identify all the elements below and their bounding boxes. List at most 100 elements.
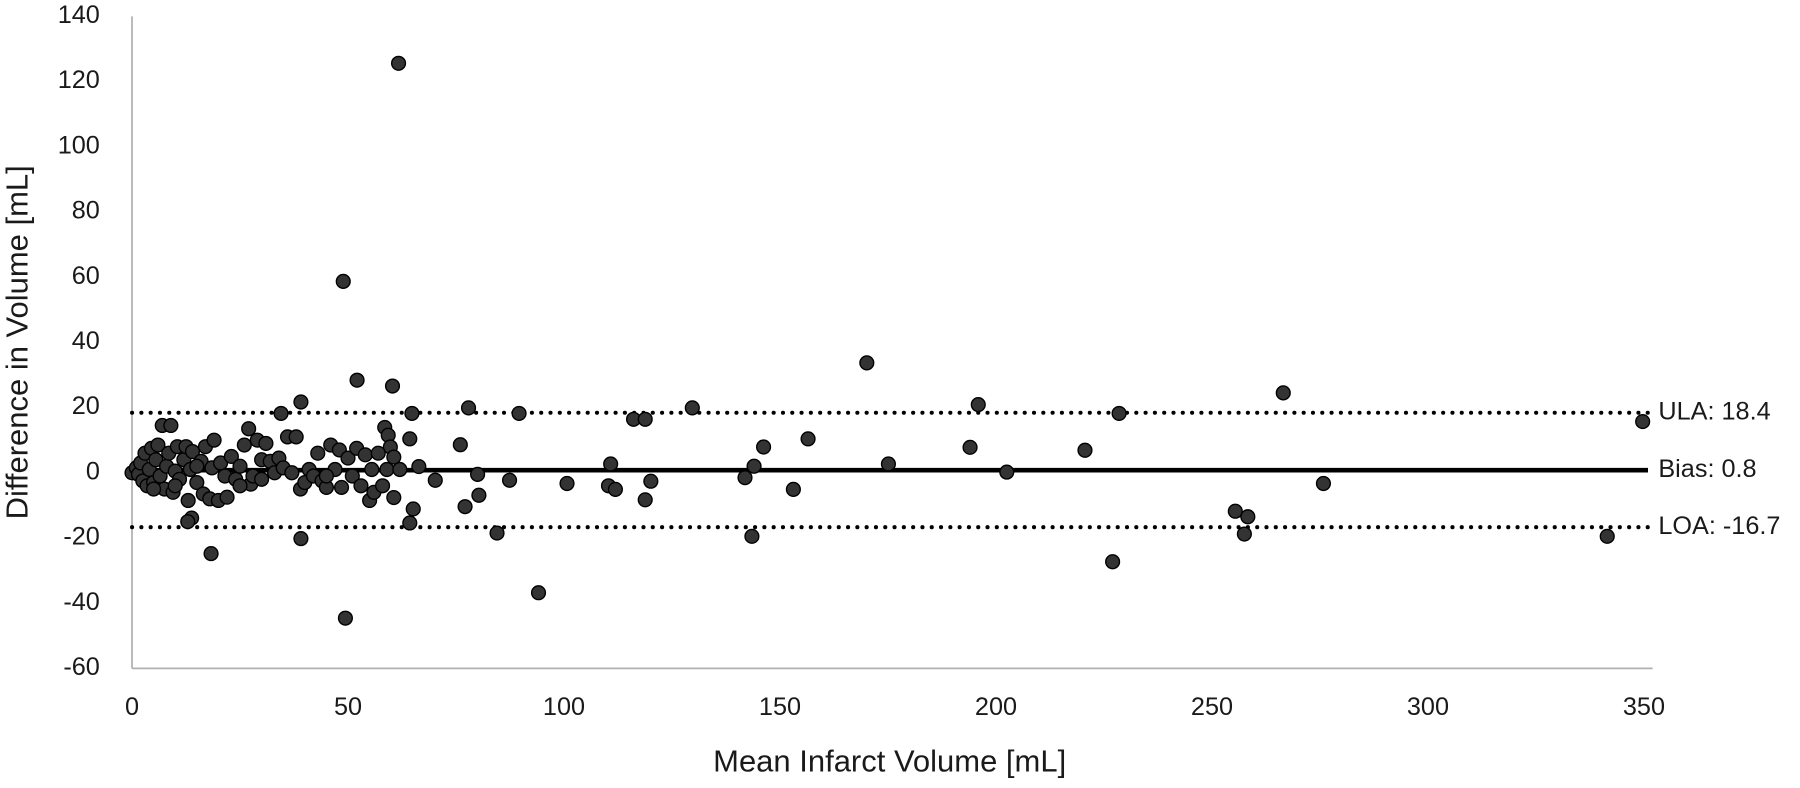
- data-point: [392, 461, 408, 478]
- data-point: [1077, 442, 1093, 458]
- data-point: [744, 528, 760, 544]
- data-point: [189, 458, 205, 474]
- x-tick-label: 350: [1623, 693, 1665, 721]
- data-point: [337, 610, 353, 626]
- data-point: [353, 478, 369, 494]
- data-point: [293, 394, 309, 410]
- data-point: [1111, 405, 1127, 421]
- data-point: [167, 478, 183, 494]
- x-tick-label: 200: [975, 693, 1017, 721]
- x-tick-label: 50: [334, 693, 362, 721]
- data-point: [746, 458, 762, 474]
- data-point: [404, 405, 420, 421]
- data-point: [374, 478, 391, 494]
- data-point: [684, 400, 700, 416]
- data-point: [1227, 503, 1243, 519]
- data-point: [386, 449, 402, 465]
- data-point: [970, 397, 986, 413]
- data-point: [1599, 528, 1615, 544]
- data-point: [232, 458, 248, 474]
- y-tick-label: 60: [72, 262, 100, 290]
- y-tick-label: 100: [58, 131, 100, 159]
- data-point: [1236, 526, 1252, 542]
- data-point: [357, 447, 373, 463]
- data-point: [219, 489, 235, 505]
- data-point: [402, 515, 418, 531]
- data-point: [1635, 413, 1651, 430]
- x-tick-label: 150: [759, 693, 801, 721]
- data-point: [1275, 385, 1291, 401]
- data-point: [232, 478, 248, 494]
- reference-label: ULA: 18.4: [1658, 397, 1770, 425]
- data-point: [457, 499, 473, 515]
- data-point: [203, 546, 219, 562]
- y-tick-label: -20: [63, 523, 100, 551]
- data-point: [335, 273, 351, 289]
- data-point: [1105, 554, 1121, 570]
- data-point: [880, 456, 896, 472]
- data-point: [340, 450, 356, 466]
- data-point: [386, 489, 402, 506]
- data-point: [637, 492, 653, 508]
- reference-label: LOA: -16.7: [1658, 512, 1780, 540]
- data-point: [530, 585, 547, 601]
- data-point: [384, 378, 401, 394]
- data-point: [470, 466, 486, 482]
- data-point: [344, 468, 360, 484]
- data-point: [184, 443, 201, 460]
- y-tick-label: 140: [58, 1, 100, 29]
- data-point: [471, 487, 487, 503]
- data-point: [489, 525, 505, 541]
- data-point: [148, 452, 164, 468]
- data-point: [180, 514, 196, 530]
- data-point: [236, 437, 252, 453]
- data-point: [163, 417, 179, 434]
- data-point: [427, 472, 443, 488]
- data-point: [180, 492, 196, 509]
- data-point: [785, 481, 801, 497]
- y-axis-title: Difference in Volume [mL]: [0, 165, 35, 519]
- data-point: [402, 431, 418, 447]
- data-point: [364, 461, 380, 478]
- data-point: [288, 429, 304, 445]
- data-point: [637, 411, 653, 427]
- data-point: [559, 475, 575, 492]
- data-point: [1240, 509, 1256, 525]
- data-point: [293, 531, 309, 547]
- data-point: [310, 445, 326, 461]
- y-tick-label: 0: [86, 457, 100, 485]
- data-point: [737, 470, 753, 486]
- x-tick-label: 0: [125, 693, 139, 721]
- y-tick-label: 20: [72, 392, 100, 420]
- y-tick-label: 40: [72, 327, 100, 355]
- data-point: [643, 473, 659, 489]
- data-point: [146, 481, 162, 497]
- data-point: [258, 435, 274, 451]
- data-point: [460, 400, 477, 416]
- data-point: [859, 355, 875, 371]
- x-axis-title: Mean Infarct Volume [mL]: [713, 744, 1066, 779]
- data-point: [333, 479, 350, 495]
- data-point: [452, 437, 468, 453]
- data-point: [999, 464, 1015, 480]
- data-point: [223, 448, 239, 465]
- data-point: [411, 458, 427, 475]
- data-point: [390, 55, 407, 71]
- y-tick-label: 120: [58, 66, 100, 94]
- x-tick-label: 100: [543, 693, 585, 721]
- data-point: [379, 461, 395, 478]
- reference-label: Bias: 0.8: [1658, 455, 1756, 483]
- data-point: [206, 432, 222, 448]
- data-point: [254, 471, 270, 487]
- data-point: [150, 437, 166, 453]
- data-point: [284, 465, 300, 481]
- data-point: [511, 405, 527, 421]
- y-tick-label: -60: [63, 653, 100, 681]
- data-point: [349, 372, 365, 388]
- data-point: [1315, 475, 1332, 492]
- data-point: [607, 481, 623, 497]
- data-point: [318, 468, 334, 484]
- data-point: [189, 474, 205, 491]
